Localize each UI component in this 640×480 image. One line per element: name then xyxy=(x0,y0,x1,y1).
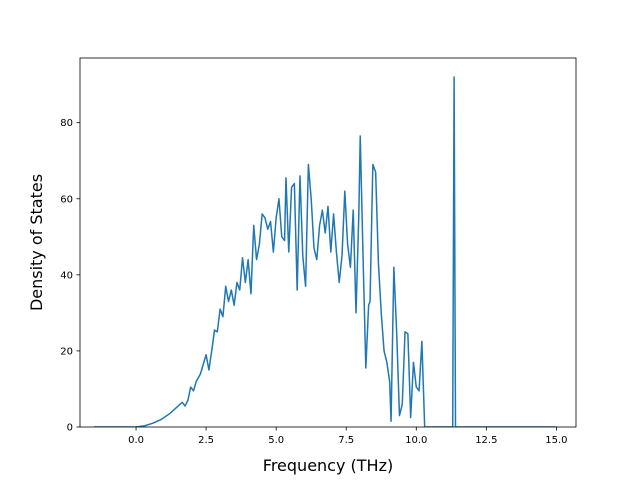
y-tick-label: 20 xyxy=(60,346,73,357)
y-axis-label: Density of States xyxy=(27,174,46,311)
y-tick-label: 60 xyxy=(60,194,73,205)
y-tick-label: 0 xyxy=(67,423,73,434)
dos-series-line xyxy=(94,76,557,427)
x-tick-label: 10.0 xyxy=(405,435,427,446)
x-tick-label: 12.5 xyxy=(475,435,497,446)
x-tick-label: 7.5 xyxy=(338,435,354,446)
y-tick-label: 80 xyxy=(60,118,73,129)
x-tick-label: 0.0 xyxy=(128,435,144,446)
y-tick-label: 40 xyxy=(60,270,73,281)
y-axis-ticks: 0 20 40 60 80 xyxy=(60,118,80,434)
x-tick-label: 5.0 xyxy=(268,435,284,446)
x-tick-label: 2.5 xyxy=(198,435,214,446)
x-tick-label: 15.0 xyxy=(545,435,567,446)
x-axis-label: Frequency (THz) xyxy=(263,456,393,475)
x-axis-ticks: 0.0 2.5 5.0 7.5 10.0 12.5 15.0 xyxy=(128,427,568,446)
plot-area xyxy=(79,57,577,428)
plot-frame xyxy=(79,57,577,428)
